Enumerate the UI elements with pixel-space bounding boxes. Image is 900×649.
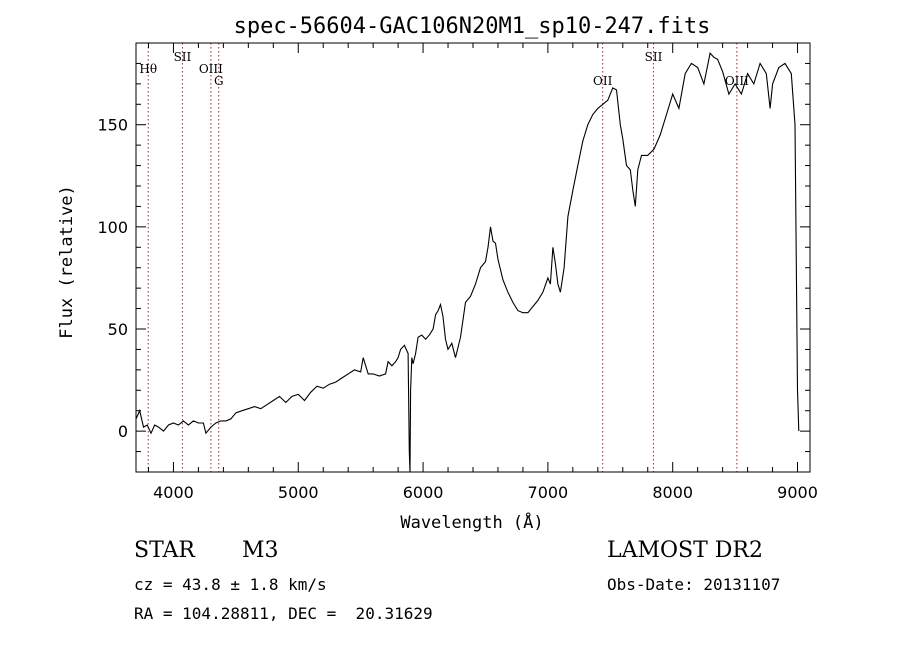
x-axis-label: Wavelength (Å) [400,511,543,533]
y-tick-label: 50 [108,320,128,339]
y-axis-label: Flux (relative) [57,185,77,339]
line-marker-label: Hθ [139,62,157,76]
redshift-velocity: cz = 43.8 ± 1.8 km/s [134,575,327,594]
spectrum-line [135,52,800,473]
line-marker-label: SII [645,50,663,64]
line-marker-label: G [214,74,224,88]
plot-frame [135,42,811,473]
y-tick-label: 0 [118,422,128,441]
sky-coordinates: RA = 104.28811, DEC = 20.31629 [134,604,433,623]
x-tick-label: 8000 [652,483,693,502]
x-tick-label: 7000 [528,483,569,502]
object-subclass: M3 [242,538,279,563]
line-marker-label: SII [174,50,192,64]
x-tick-label: 9000 [777,483,818,502]
object-class: STAR [134,538,195,563]
observation-date: Obs-Date: 20131107 [607,575,781,594]
line-marker-label: OIII [199,62,223,76]
y-tick-label: 100 [97,218,128,237]
x-tick-label: 4000 [153,483,194,502]
x-tick-label: 5000 [278,483,319,502]
y-tick-label: 150 [97,116,128,135]
line-marker-label: OII [593,74,613,88]
line-marker-label: OIII [725,74,749,88]
axis-ticks: 4000 5000 6000 7000 8000 9000 0 50 100 150 [97,43,818,502]
chart-title: spec-56604-GAC106N20M1_sp10-247.fits [234,14,711,39]
survey-name: LAMOST DR2 [607,538,763,563]
x-tick-label: 6000 [403,483,444,502]
